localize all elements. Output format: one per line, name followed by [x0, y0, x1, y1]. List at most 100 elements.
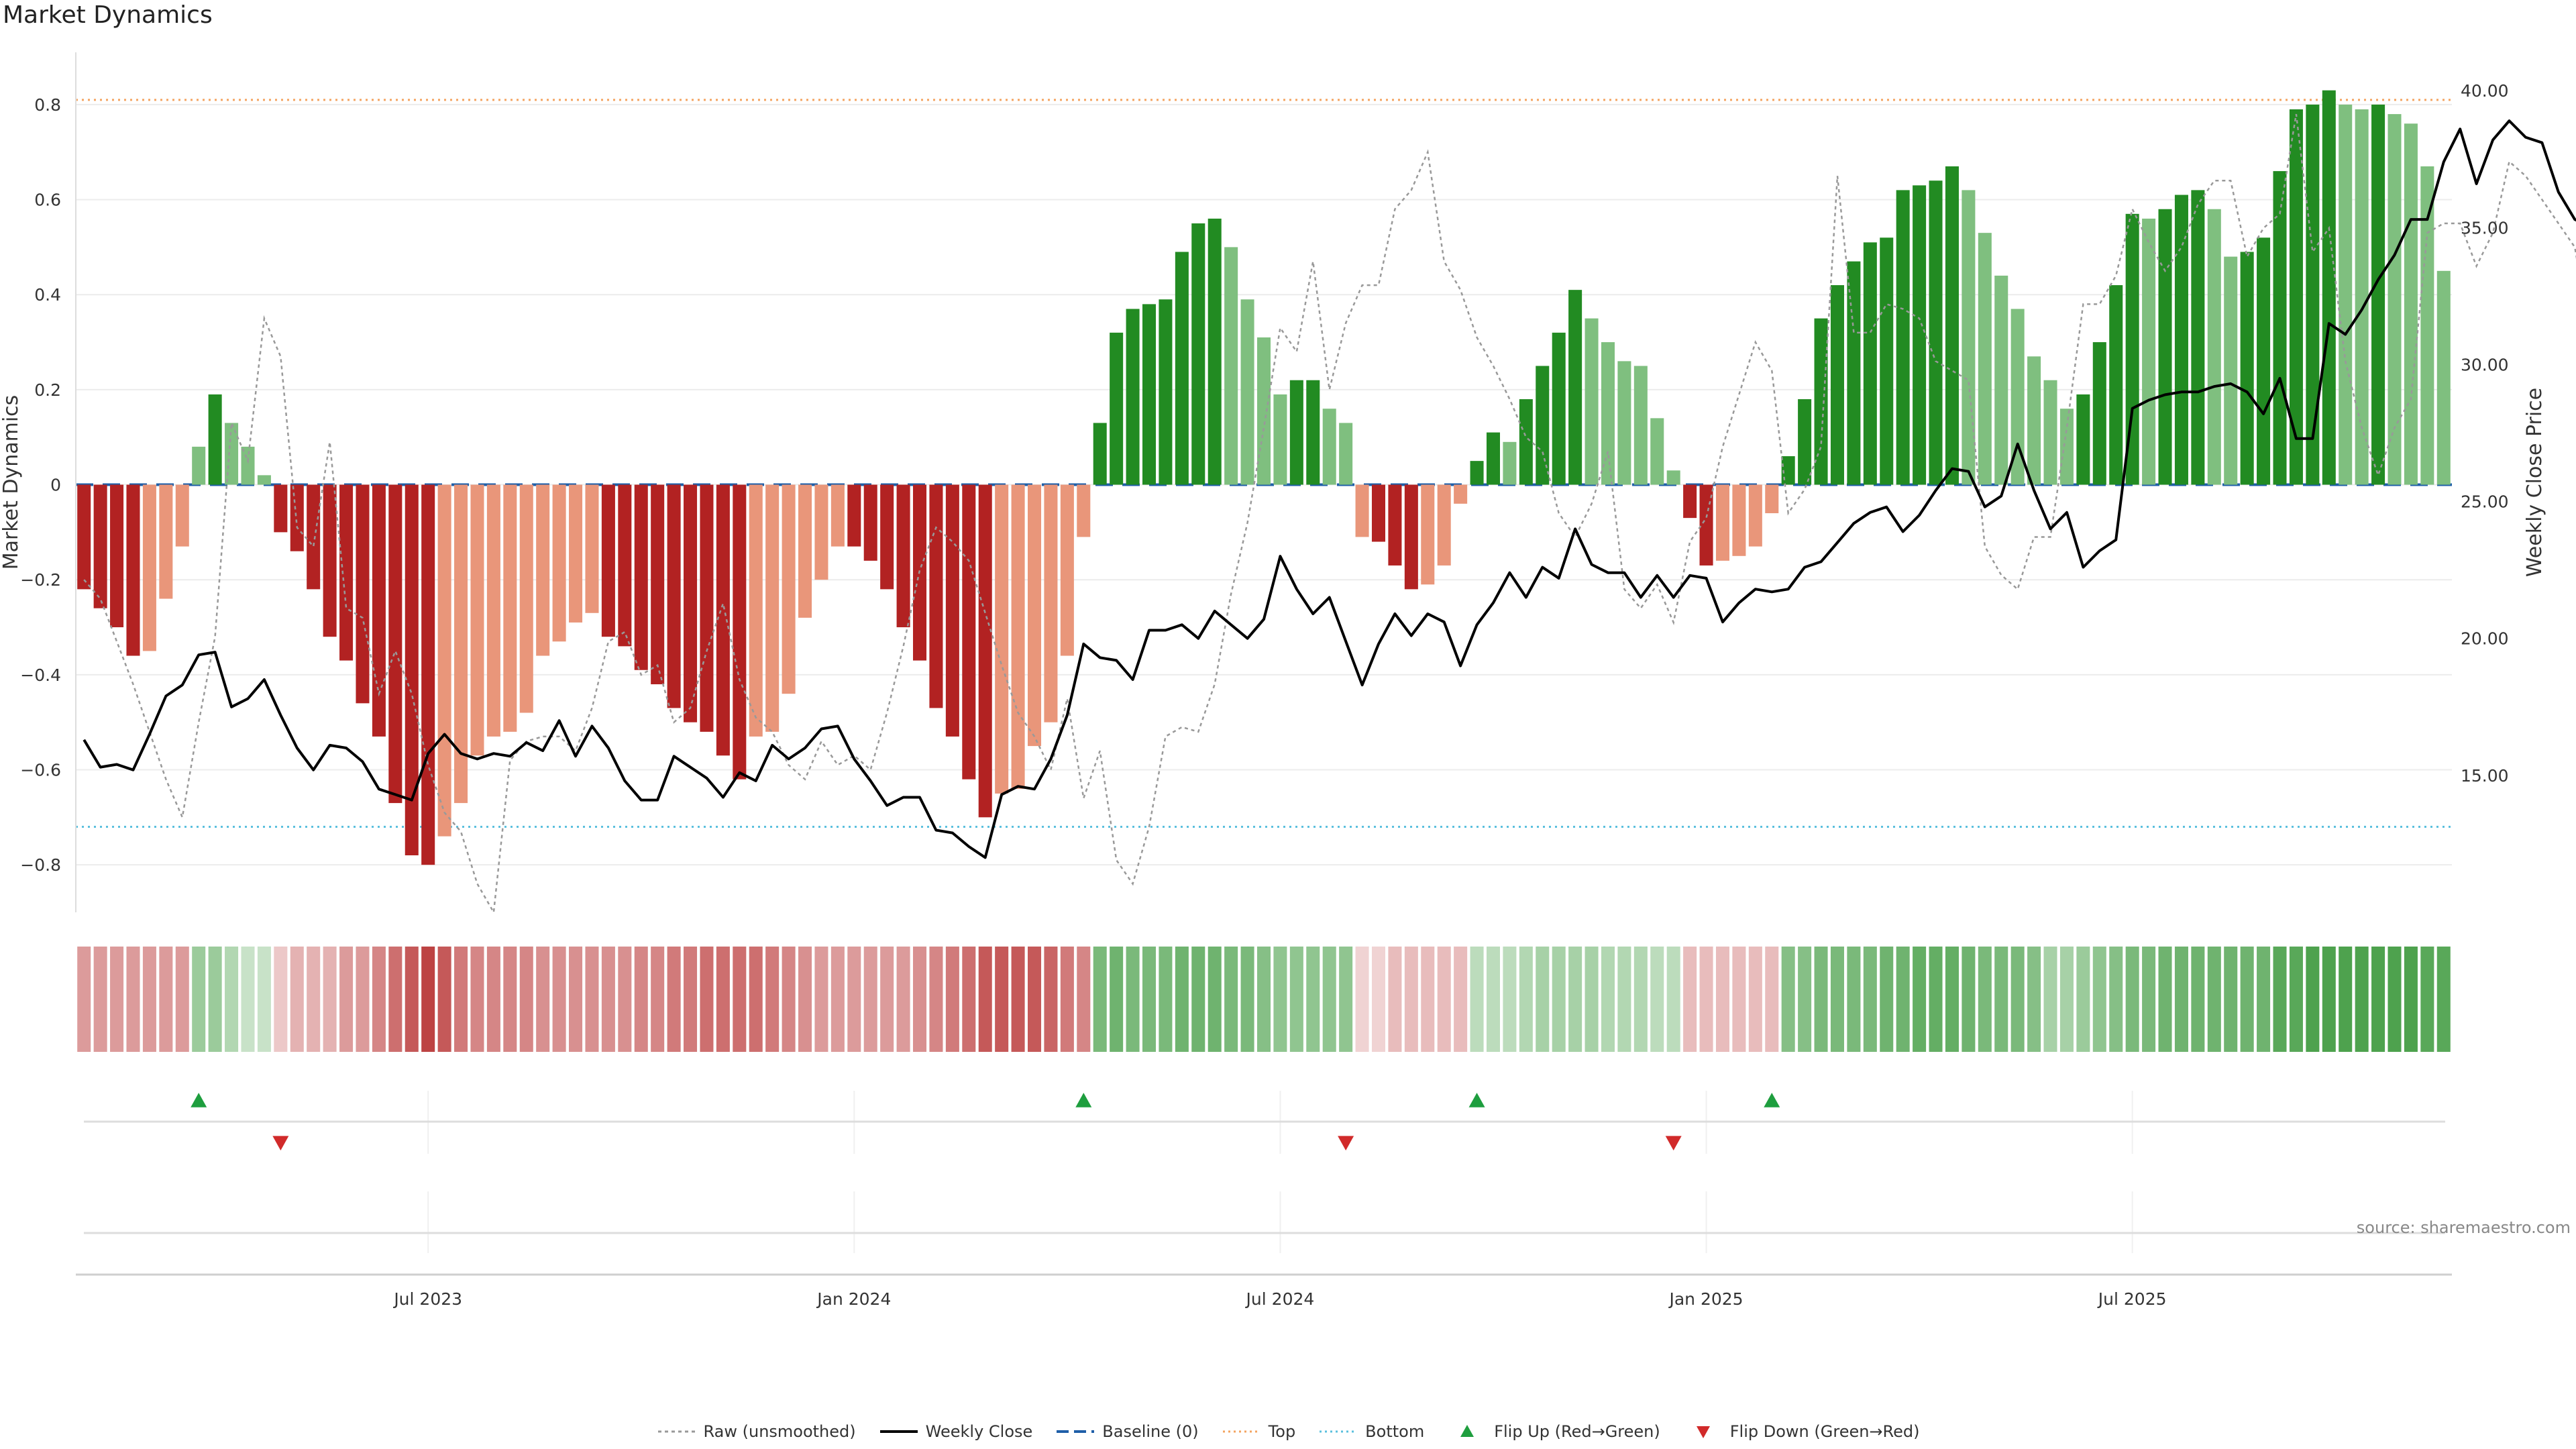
heat-cell	[142, 947, 156, 1052]
md-bar	[847, 484, 861, 547]
md-bar	[1552, 332, 1566, 485]
heat-cell	[814, 947, 828, 1052]
heat-cell	[1699, 947, 1713, 1052]
md-bar	[339, 484, 354, 661]
md-bar	[437, 484, 451, 837]
heat-cell	[1929, 947, 1943, 1052]
md-bar	[1715, 484, 1729, 561]
md-bar	[667, 484, 681, 708]
heat-cell	[863, 947, 877, 1052]
y-tick-label: 0.2	[34, 380, 61, 400]
md-bar	[1617, 361, 1631, 485]
x-tick-label: Jan 2025	[1668, 1289, 1743, 1309]
x-tick-label: Jul 2025	[2097, 1289, 2167, 1309]
md-bar	[2436, 270, 2451, 485]
y-tick-label: −0.2	[20, 570, 61, 590]
heat-cell	[1421, 947, 1435, 1052]
heat-cell	[2076, 947, 2090, 1052]
md-bar	[1371, 484, 1386, 542]
md-bar	[749, 484, 763, 737]
x-tick-label: Jan 2024	[816, 1289, 891, 1309]
heat-cell	[1404, 947, 1418, 1052]
legend-swatch-icon	[1222, 1430, 1260, 1433]
md-bar	[552, 484, 566, 642]
heat-cell	[2371, 947, 2385, 1052]
md-bar	[486, 484, 500, 737]
heat-cell	[307, 947, 321, 1052]
heat-cell	[929, 947, 943, 1052]
heat-cell	[749, 947, 763, 1052]
md-bar	[126, 484, 140, 656]
heat-cell	[1715, 947, 1729, 1052]
md-bar	[519, 484, 533, 713]
legend-item-label: Flip Up (Red→Green)	[1494, 1422, 1660, 1441]
heat-cell	[290, 947, 304, 1052]
md-bar	[1748, 484, 1762, 547]
legend-swatch-icon	[657, 1430, 696, 1433]
md-bar	[700, 484, 714, 732]
md-bar	[1633, 366, 1648, 485]
heat-cell	[2027, 947, 2041, 1052]
md-bar	[945, 484, 959, 737]
heat-cell	[405, 947, 419, 1052]
heat-cell	[1962, 947, 1976, 1052]
md-bar	[307, 484, 321, 590]
heat-cell	[1765, 947, 1779, 1052]
heat-cell	[2306, 947, 2320, 1052]
heat-cell	[241, 947, 255, 1052]
heat-cell	[700, 947, 714, 1052]
heat-cell	[651, 947, 665, 1052]
heat-cell	[372, 947, 386, 1052]
heat-cell	[1159, 947, 1173, 1052]
md-bar	[2322, 90, 2336, 485]
heat-cell	[2010, 947, 2025, 1052]
md-bar	[1994, 275, 2008, 485]
heat-cell	[1191, 947, 1205, 1052]
heat-cell	[1552, 947, 1566, 1052]
heat-cell	[1617, 947, 1631, 1052]
md-bar	[421, 484, 435, 865]
heat-cell	[470, 947, 484, 1052]
md-bar	[2257, 237, 2271, 485]
y-tick-label: 0	[50, 476, 61, 495]
md-bar	[192, 446, 206, 485]
md-bar	[2142, 218, 2156, 485]
md-bar	[290, 484, 304, 551]
legend-item: Weekly Close	[879, 1422, 1032, 1441]
heat-cell	[421, 947, 435, 1052]
heat-cell	[1322, 947, 1336, 1052]
heat-cell	[1273, 947, 1287, 1052]
y2-tick-label: 25.00	[2461, 492, 2509, 512]
heat-cell	[1913, 947, 1927, 1052]
heat-cell	[1994, 947, 2008, 1052]
heat-cell	[618, 947, 632, 1052]
md-bar	[2371, 104, 2385, 485]
heat-cell	[1830, 947, 1844, 1052]
md-bar	[782, 484, 796, 694]
legend-swatch-icon	[879, 1430, 918, 1433]
heat-cell	[486, 947, 500, 1052]
heat-cell	[765, 947, 780, 1052]
md-bar	[503, 484, 517, 732]
md-bar	[1666, 470, 1680, 485]
md-bar	[2158, 209, 2172, 485]
heat-cell	[126, 947, 140, 1052]
md-bar	[257, 475, 271, 485]
flip-up-marker	[1075, 1093, 1092, 1108]
x-tick-label: Jul 2023	[392, 1289, 462, 1309]
heat-cell	[1633, 947, 1648, 1052]
heat-cell	[1256, 947, 1271, 1052]
md-bar	[1536, 366, 1550, 485]
md-bar	[2010, 309, 2025, 485]
md-bar	[1913, 185, 1927, 485]
heat-cell	[830, 947, 845, 1052]
md-bar	[1470, 461, 1484, 485]
heat-cell	[536, 947, 550, 1052]
heat-cell	[2125, 947, 2139, 1052]
heat-cell	[110, 947, 124, 1052]
md-bar	[225, 423, 239, 485]
heat-cell	[1044, 947, 1058, 1052]
heat-cell	[601, 947, 615, 1052]
heat-cell	[437, 947, 451, 1052]
flip-down-marker	[272, 1136, 289, 1150]
